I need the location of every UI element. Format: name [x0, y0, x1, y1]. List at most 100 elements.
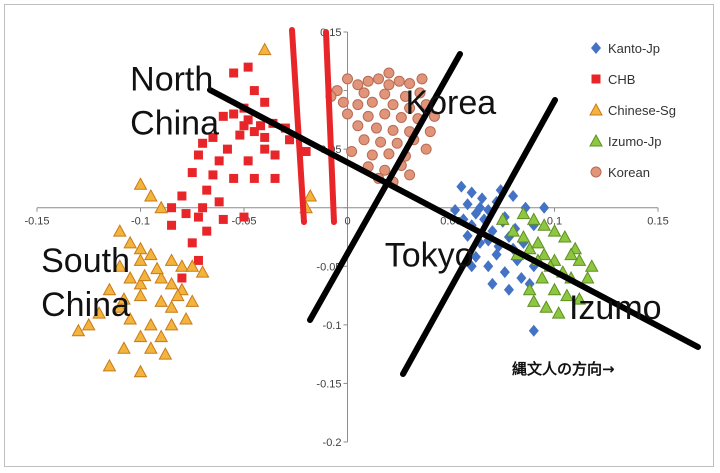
point-chb	[187, 238, 197, 248]
point-izumo-jp	[537, 247, 551, 261]
x-tick-label: 0.1	[547, 216, 562, 228]
y-tick-label: -0.1	[323, 320, 342, 332]
series-chinese-sg	[71, 42, 318, 378]
point-chinese-sg	[117, 292, 131, 305]
point-chb	[256, 121, 266, 131]
region-label-line: Izumo	[569, 289, 662, 327]
black-line-diagonal	[207, 87, 701, 350]
point-chinese-sg	[102, 282, 117, 296]
point-chb	[218, 111, 228, 121]
point-kanto-jp	[508, 190, 519, 202]
jomon-direction-note: 縄文人の方向→	[512, 360, 615, 378]
x-tick-label: 0	[344, 216, 350, 228]
legend-label-izumo-jp: Izumo-Jp	[608, 134, 661, 149]
point-korean	[424, 126, 436, 138]
point-chinese-sg	[154, 294, 169, 307]
legend-label-korean: Korean	[608, 165, 650, 180]
point-chinese-sg	[164, 276, 179, 290]
point-chb	[202, 226, 212, 236]
point-chinese-sg	[81, 317, 96, 331]
point-korean	[404, 169, 416, 181]
region-label-line: China	[41, 286, 130, 324]
point-korean	[352, 120, 364, 132]
legend-marker-korean	[590, 166, 602, 178]
point-chinese-sg	[102, 358, 117, 372]
region-labels: North China South China Korea Tokyo Izumo	[41, 61, 661, 327]
point-chinese-sg	[164, 253, 179, 266]
point-kanto-jp	[474, 201, 485, 214]
point-korean	[383, 148, 395, 160]
black-line-1	[307, 51, 463, 323]
point-korean	[383, 67, 395, 79]
point-izumo-jp	[522, 282, 537, 296]
point-korean	[366, 96, 378, 108]
point-korean	[387, 99, 399, 111]
point-chb	[301, 146, 311, 156]
point-chb	[202, 185, 212, 195]
point-chb	[187, 168, 197, 178]
point-chinese-sg	[257, 42, 272, 56]
point-izumo-jp	[531, 235, 545, 249]
red-line-2	[323, 29, 337, 225]
data-points	[71, 42, 599, 378]
point-chinese-sg	[150, 261, 164, 275]
point-korean	[404, 78, 416, 90]
x-tick-label: -0.1	[131, 216, 150, 228]
point-korean	[393, 75, 405, 87]
point-kanto-jp	[528, 324, 539, 337]
point-chb	[249, 127, 259, 137]
point-kanto-jp	[503, 283, 514, 296]
point-chinese-sg	[117, 341, 131, 354]
point-izumo-jp	[539, 300, 554, 313]
point-izumo-jp	[564, 247, 578, 261]
point-izumo-jp	[560, 288, 574, 302]
point-chb	[229, 68, 239, 78]
region-label: South China	[41, 242, 130, 324]
point-izumo-jp	[506, 224, 520, 237]
point-chb	[239, 212, 249, 222]
point-chb	[235, 130, 245, 140]
point-chb	[208, 170, 218, 180]
point-chinese-sg	[133, 288, 148, 302]
point-chinese-sg	[144, 341, 158, 354]
point-chb	[198, 203, 208, 213]
legend-marker-kanto-jp	[591, 42, 601, 54]
region-label: Izumo	[569, 289, 662, 327]
point-izumo-jp	[584, 259, 599, 272]
region-label-line: South	[41, 242, 130, 280]
point-kanto-jp	[499, 266, 510, 279]
point-korean	[404, 102, 416, 114]
point-izumo-jp	[537, 218, 551, 231]
point-kanto-jp	[450, 204, 461, 217]
point-chb	[260, 132, 270, 142]
point-chinese-sg	[185, 294, 200, 307]
point-chb	[260, 144, 270, 154]
point-korean	[373, 73, 385, 85]
point-chinese-sg	[164, 300, 179, 313]
point-korean	[346, 145, 358, 157]
point-chb	[181, 209, 191, 219]
point-korean	[352, 99, 364, 111]
point-chb	[229, 109, 239, 119]
point-chb	[222, 144, 232, 154]
black-line-2	[400, 97, 558, 377]
point-chb	[270, 173, 280, 183]
point-izumo-jp	[572, 292, 587, 305]
point-korean	[379, 88, 391, 100]
series-izumo-jp	[495, 206, 599, 319]
point-kanto-jp	[477, 192, 488, 205]
point-chinese-sg	[123, 235, 137, 249]
point-chb	[260, 97, 270, 107]
point-korean	[383, 79, 395, 91]
point-kanto-jp	[516, 272, 527, 284]
point-izumo-jp	[495, 212, 510, 225]
y-tick-label: -0.15	[316, 378, 341, 390]
point-korean	[416, 73, 428, 85]
point-chb	[193, 255, 203, 265]
point-kanto-jp	[470, 250, 481, 263]
point-korean	[366, 149, 378, 161]
point-korean	[420, 143, 432, 155]
point-korean	[370, 122, 382, 134]
point-chb	[285, 135, 295, 145]
x-tick-label: -0.05	[231, 216, 256, 228]
